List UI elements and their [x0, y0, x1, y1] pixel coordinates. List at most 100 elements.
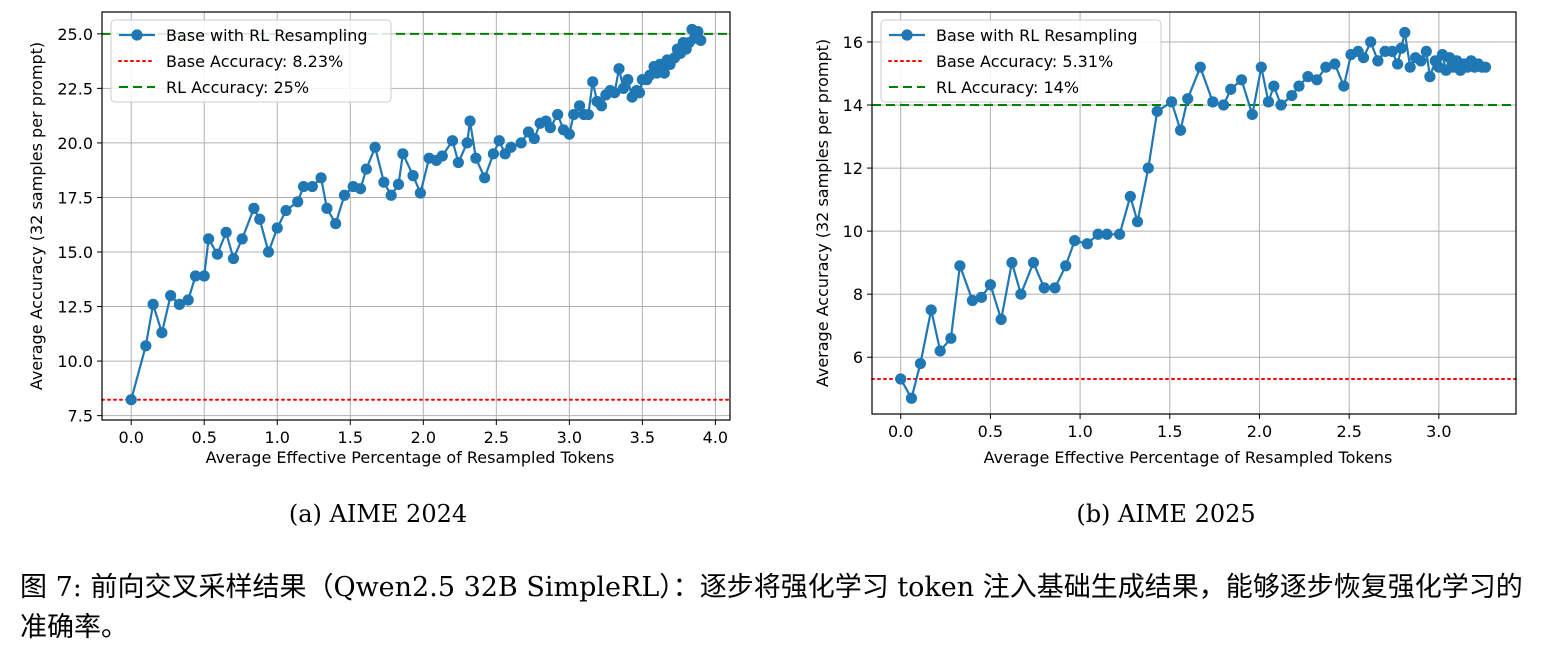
x-tick-label: 0.5 — [192, 428, 217, 447]
data-point — [1225, 83, 1237, 95]
y-tick-label: 10.0 — [57, 352, 93, 371]
data-point — [1092, 228, 1104, 240]
data-point — [1246, 108, 1258, 121]
data-point — [695, 34, 707, 46]
data-point — [1329, 58, 1341, 70]
data-point — [182, 294, 194, 306]
y-tick-label: 12.5 — [57, 298, 93, 317]
x-tick-label: 0.5 — [978, 422, 1003, 441]
y-tick-label: 25.0 — [57, 25, 93, 44]
x-tick-label: 3.0 — [557, 428, 582, 447]
y-tick-label: 15.0 — [57, 243, 93, 262]
data-point — [227, 252, 240, 265]
figure-canvas: 0.0 0.5 1.0 1.5 2.0 2.5 3.0 3.5 4.0 7.5 10.0 12.5 15… — [27, 11, 1517, 528]
data-point — [452, 156, 464, 169]
x-tick-label: 4.0 — [703, 428, 728, 447]
data-point — [595, 100, 608, 112]
data-point — [487, 148, 500, 160]
data-point — [1049, 282, 1061, 294]
data-point — [1424, 71, 1436, 83]
x-tick-label: 3.5 — [630, 428, 655, 447]
legend-label: Base with RL Resampling — [936, 26, 1138, 45]
data-point — [692, 26, 704, 38]
data-point — [338, 189, 351, 201]
data-point — [385, 189, 397, 201]
data-point — [1415, 55, 1427, 67]
data-point — [262, 246, 275, 258]
data-point — [1479, 61, 1492, 73]
x-tick-label: 1.0 — [1067, 422, 1092, 441]
data-point — [1038, 282, 1050, 294]
data-point — [378, 176, 390, 188]
chart-aime-2024: 0.0 0.5 1.0 1.5 2.0 2.5 3.0 3.5 4.0 7.5 10.0 12.5 15… — [27, 11, 731, 528]
data-point — [1151, 105, 1163, 117]
data-point — [236, 233, 248, 245]
data-point — [945, 332, 957, 344]
y-tick-label: 10 — [843, 222, 863, 241]
legend-label: Base Accuracy: 8.23% — [166, 52, 343, 71]
legend-label: Base Accuracy: 5.31% — [936, 52, 1113, 71]
data-point — [1101, 228, 1113, 240]
data-point — [1182, 93, 1194, 105]
data-point — [1262, 96, 1275, 108]
data-point — [587, 76, 599, 88]
data-point — [984, 279, 996, 291]
legend-box — [110, 19, 392, 103]
data-point — [582, 108, 594, 121]
legend: Base with RL Resampling Base Accuracy: 5.… — [880, 19, 1162, 103]
data-point — [165, 290, 177, 302]
data-point — [1275, 99, 1287, 111]
data-point — [1365, 36, 1377, 48]
x-tick-label: 2.5 — [484, 428, 509, 447]
data-point — [493, 135, 505, 147]
x-tick-label: 2.0 — [1247, 422, 1272, 441]
y-axis-label: Average Accuracy (32 samples per prompt) — [813, 39, 832, 387]
data-point — [1113, 228, 1126, 240]
data-point — [1386, 45, 1398, 58]
data-point — [1069, 234, 1081, 247]
x-tick-label: 2.5 — [1336, 422, 1361, 441]
data-point — [552, 108, 564, 121]
subcaption: (b) AIME 2025 — [1076, 500, 1255, 528]
data-point — [658, 67, 670, 79]
data-point — [633, 87, 646, 99]
y-tick-label: 7.5 — [68, 407, 93, 426]
data-point — [414, 187, 426, 199]
y-tick-label: 20.0 — [57, 134, 93, 153]
x-tick-label: 0.0 — [118, 428, 143, 447]
data-point — [354, 183, 367, 195]
data-point — [254, 213, 266, 225]
data-point — [1174, 124, 1187, 136]
data-point — [321, 202, 333, 214]
legend-label: Base with RL Resampling — [166, 26, 368, 45]
data-point — [1286, 89, 1298, 102]
data-point — [140, 340, 152, 352]
y-tick-label: 14 — [843, 96, 863, 115]
data-point — [1131, 216, 1144, 228]
data-point — [173, 298, 186, 310]
data-point — [1006, 257, 1018, 269]
plot-frame — [101, 11, 731, 421]
data-point — [248, 202, 260, 214]
y-axis-label: Average Accuracy (32 samples per prompt) — [27, 42, 46, 390]
data-point — [505, 141, 517, 153]
data-point — [360, 163, 372, 175]
y-tick-label: 8 — [853, 285, 863, 304]
data-point — [1399, 26, 1411, 39]
data-point — [203, 233, 215, 245]
data-point — [1311, 74, 1323, 86]
data-point — [211, 248, 223, 260]
y-tick-label: 12 — [843, 159, 863, 178]
data-point — [617, 82, 629, 94]
legend-label: RL Accuracy: 25% — [166, 78, 309, 97]
y-tick-label: 16 — [843, 33, 863, 52]
data-point — [563, 128, 575, 140]
data-point — [1420, 45, 1432, 58]
y-tick-label: 22.5 — [57, 79, 93, 98]
data-point — [1302, 71, 1314, 83]
data-point — [446, 135, 459, 147]
data-point — [125, 394, 137, 406]
data-point — [156, 327, 168, 339]
data-point — [330, 218, 342, 230]
legend-swatch-marker — [901, 29, 913, 41]
